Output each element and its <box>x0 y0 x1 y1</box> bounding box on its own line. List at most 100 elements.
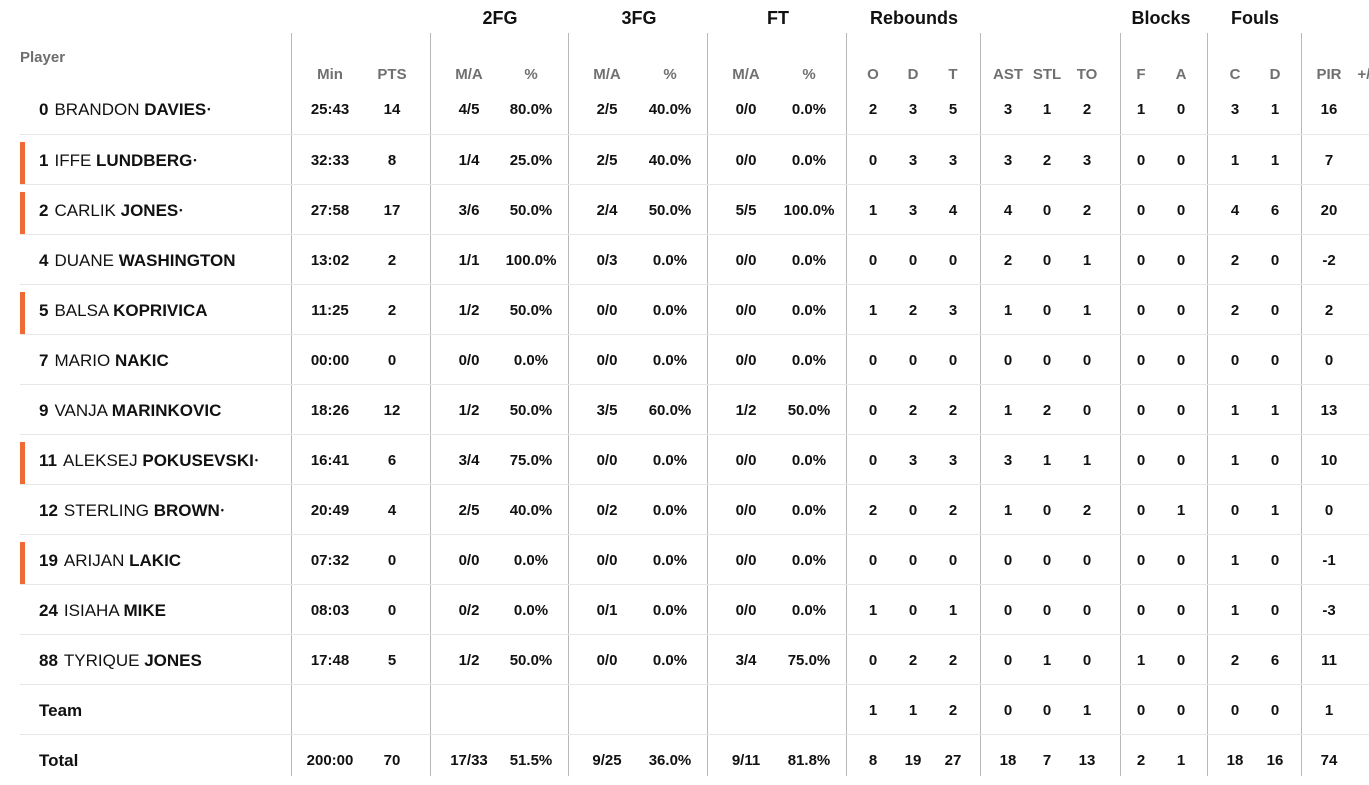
player-name[interactable]: 19 ARIJAN LAKIC <box>39 550 181 572</box>
player-name[interactable]: 12 STERLING BROWN• <box>39 500 224 522</box>
player-number: 11 <box>39 451 57 470</box>
column-header[interactable]: M/A <box>593 66 621 83</box>
stat-cell: 3 <box>1082 152 1092 169</box>
player-first-name: IFFE <box>54 151 92 170</box>
stat-cell: 4 <box>1230 202 1240 219</box>
column-header[interactable]: AST <box>993 66 1023 83</box>
player-number: 2 <box>39 201 49 220</box>
player-name[interactable]: 11 ALEKSEJ POKUSEVSKI• <box>39 450 258 472</box>
stat-cell: 0 <box>1136 702 1146 719</box>
stat-cell: 0.0% <box>652 252 688 269</box>
stat-cell: 1 <box>1270 101 1280 118</box>
stat-cell: 0/0 <box>596 652 618 669</box>
player-number: 19 <box>39 551 58 570</box>
total-row-label-text: Total <box>39 751 79 770</box>
player-name[interactable]: 1 IFFE LUNDBERG• <box>39 150 197 172</box>
column-header[interactable]: % <box>802 66 816 83</box>
player-row[interactable]: 1 IFFE LUNDBERG• 32:33 8 1/4 25.0% 2/5 40.0% 0/0… <box>20 134 1369 185</box>
stat-cell: 0 <box>1003 702 1013 719</box>
stat-cell: 3 <box>1003 152 1013 169</box>
player-name[interactable]: 0 BRANDON DAVIES• <box>39 99 210 121</box>
stat-cell: 0.0% <box>652 452 688 469</box>
column-header[interactable]: % <box>663 66 677 83</box>
stat-cell: 0/0 <box>735 502 757 519</box>
column-header[interactable]: M/A <box>455 66 483 83</box>
column-header[interactable]: O <box>867 66 879 83</box>
stat-cell: 0/2 <box>458 602 480 619</box>
player-row[interactable]: 7 MARIO NAKIC 00:00 0 0/0 0.0% 0/0 0.0% 0/0 0.0% 0… <box>20 334 1369 385</box>
player-row[interactable]: 19 ARIJAN LAKIC 07:32 0 0/0 0.0% 0/0 0.0% 0/0 0.0… <box>20 534 1369 585</box>
player-name[interactable]: 9 VANJA MARINKOVIC <box>39 400 221 422</box>
column-header[interactable]: C <box>1229 66 1241 83</box>
column-header[interactable]: % <box>524 66 538 83</box>
stat-cell: 0 <box>1136 302 1146 319</box>
stat-cell: 0 <box>1176 402 1186 419</box>
player-name[interactable]: 7 MARIO NAKIC <box>39 350 169 372</box>
stat-cell: 07:32 <box>310 552 350 569</box>
column-header[interactable]: F <box>1136 66 1146 83</box>
stat-cell: 32:33 <box>310 152 350 169</box>
column-header[interactable]: Min <box>317 66 343 83</box>
stat-cell: 0 <box>1082 602 1092 619</box>
player-name[interactable]: 24 ISIAHA MIKE <box>39 600 166 622</box>
stat-cell: 18:26 <box>310 402 350 419</box>
highlight-bar <box>20 192 25 234</box>
column-header[interactable]: PIR <box>1316 66 1342 83</box>
stat-cell: 00:00 <box>310 352 350 369</box>
player-row[interactable]: 88 TYRIQUE JONES 17:48 5 1/2 50.0% 0/0 0.0% 3/4 7… <box>20 634 1369 685</box>
starter-marker-icon: • <box>179 205 183 215</box>
column-header[interactable]: M/A <box>732 66 760 83</box>
stat-cell: 0 <box>868 402 878 419</box>
stat-cell: 0.0% <box>513 352 549 369</box>
player-name[interactable]: 2 CARLIK JONES• <box>39 200 182 222</box>
stat-cell: 13:02 <box>310 252 350 269</box>
player-first-name: DUANE <box>54 251 114 270</box>
stat-cell: 2 <box>1324 302 1334 319</box>
stat-cell: 0 <box>1136 552 1146 569</box>
player-row[interactable]: 11 ALEKSEJ POKUSEVSKI• 16:41 6 3/4 75.0% 0/0 0.… <box>20 434 1369 485</box>
player-first-name: CARLIK <box>54 201 116 220</box>
player-row[interactable]: 24 ISIAHA MIKE 08:03 0 0/2 0.0% 0/1 0.0% 0/0 0.0%… <box>20 584 1369 635</box>
column-header[interactable]: TO <box>1076 66 1098 83</box>
player-name[interactable]: 4 DUANE WASHINGTON <box>39 250 236 272</box>
player-row[interactable]: 4 DUANE WASHINGTON 13:02 2 1/1 100.0% 0/3 0.0% 0… <box>20 234 1369 285</box>
total-row: Total 200:00 70 17/33 51.5% 9/25 36.0% 9/11 81.8… <box>20 734 1369 785</box>
stat-cell: 0.0% <box>652 652 688 669</box>
column-header[interactable]: STL <box>1032 66 1062 83</box>
player-number: 24 <box>39 601 58 620</box>
player-row[interactable]: 0 BRANDON DAVIES• 25:43 14 4/5 80.0% 2/5 40.0% 0… <box>20 84 1369 134</box>
player-name[interactable]: 5 BALSA KOPRIVICA <box>39 300 208 322</box>
player-row[interactable]: 9 VANJA MARINKOVIC 18:26 12 1/2 50.0% 3/5 60.0%… <box>20 384 1369 435</box>
player-number: 4 <box>39 251 49 270</box>
column-header[interactable]: +/ <box>1357 66 1369 83</box>
player-name[interactable]: 88 TYRIQUE JONES <box>39 650 202 672</box>
stat-cell: 0 <box>908 602 918 619</box>
column-header[interactable]: PTS <box>377 66 407 83</box>
stat-cell: 0 <box>1176 302 1186 319</box>
stat-cell: 0/0 <box>735 252 757 269</box>
player-row[interactable]: 5 BALSA KOPRIVICA 11:25 2 1/2 50.0% 0/0 0.0% 0/0… <box>20 284 1369 335</box>
stat-cell: 0/0 <box>735 302 757 319</box>
stat-cell: 0 <box>1176 552 1186 569</box>
column-header[interactable]: D <box>907 66 919 83</box>
stat-cell: 0 <box>948 552 958 569</box>
player-row[interactable]: 2 CARLIK JONES• 27:58 17 3/6 50.0% 2/4 50.0% 5/5… <box>20 184 1369 235</box>
stat-cell: 2 <box>1230 252 1240 269</box>
stat-cell: 2 <box>868 101 878 118</box>
player-row[interactable]: 12 STERLING BROWN• 20:49 4 2/5 40.0% 0/2 0.0% 0/… <box>20 484 1369 535</box>
starter-marker-icon: • <box>193 155 197 165</box>
column-header[interactable]: A <box>1175 66 1187 83</box>
column-header[interactable]: D <box>1269 66 1281 83</box>
player-number: 88 <box>39 651 58 670</box>
stat-cell: 81.8% <box>787 752 831 769</box>
stat-cell: 2 <box>1042 402 1052 419</box>
stat-cell: 0 <box>387 602 397 619</box>
column-header[interactable]: T <box>948 66 958 83</box>
stat-cell: 13 <box>1078 752 1096 769</box>
stat-cell: 2 <box>908 302 918 319</box>
stat-cell: 0/1 <box>596 602 618 619</box>
stat-cell: 0/0 <box>596 552 618 569</box>
stat-cell: 1 <box>1003 302 1013 319</box>
column-divider <box>1301 33 1302 776</box>
player-first-name: BALSA <box>54 301 109 320</box>
